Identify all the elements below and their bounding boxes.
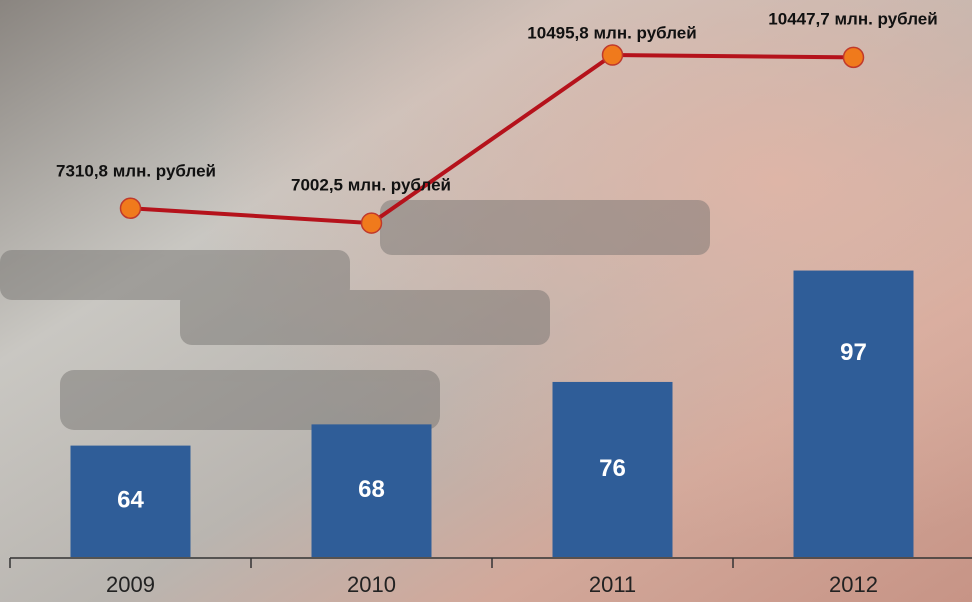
x-tick-label: 2012: [829, 572, 878, 597]
page: 64 2009 68 2010 76 2011 97 2012 7310,8 млн. рубл…: [0, 0, 972, 602]
line-value-label: 10447,7 млн. рублей: [768, 9, 937, 28]
line-marker: [844, 47, 864, 67]
line-marker: [362, 213, 382, 233]
x-tick-label: 2011: [589, 572, 636, 597]
bar: [794, 271, 914, 557]
line-marker: [121, 198, 141, 218]
bar-value-label: 68: [358, 476, 385, 503]
line-value-label: 7310,8 млн. рублей: [56, 161, 216, 180]
x-tick-label: 2009: [106, 572, 155, 597]
bar-value-label: 64: [117, 487, 144, 514]
line-value-label: 7002,5 млн. рублей: [291, 175, 451, 194]
line-marker: [603, 45, 623, 65]
bar-value-label: 97: [840, 339, 867, 366]
bar-value-label: 76: [599, 455, 626, 482]
line-value-label: 10495,8 млн. рублей: [527, 23, 696, 42]
chart: 64 2009 68 2010 76 2011 97 2012 7310,8 млн. рубл…: [0, 0, 972, 602]
x-tick-label: 2010: [347, 572, 396, 597]
